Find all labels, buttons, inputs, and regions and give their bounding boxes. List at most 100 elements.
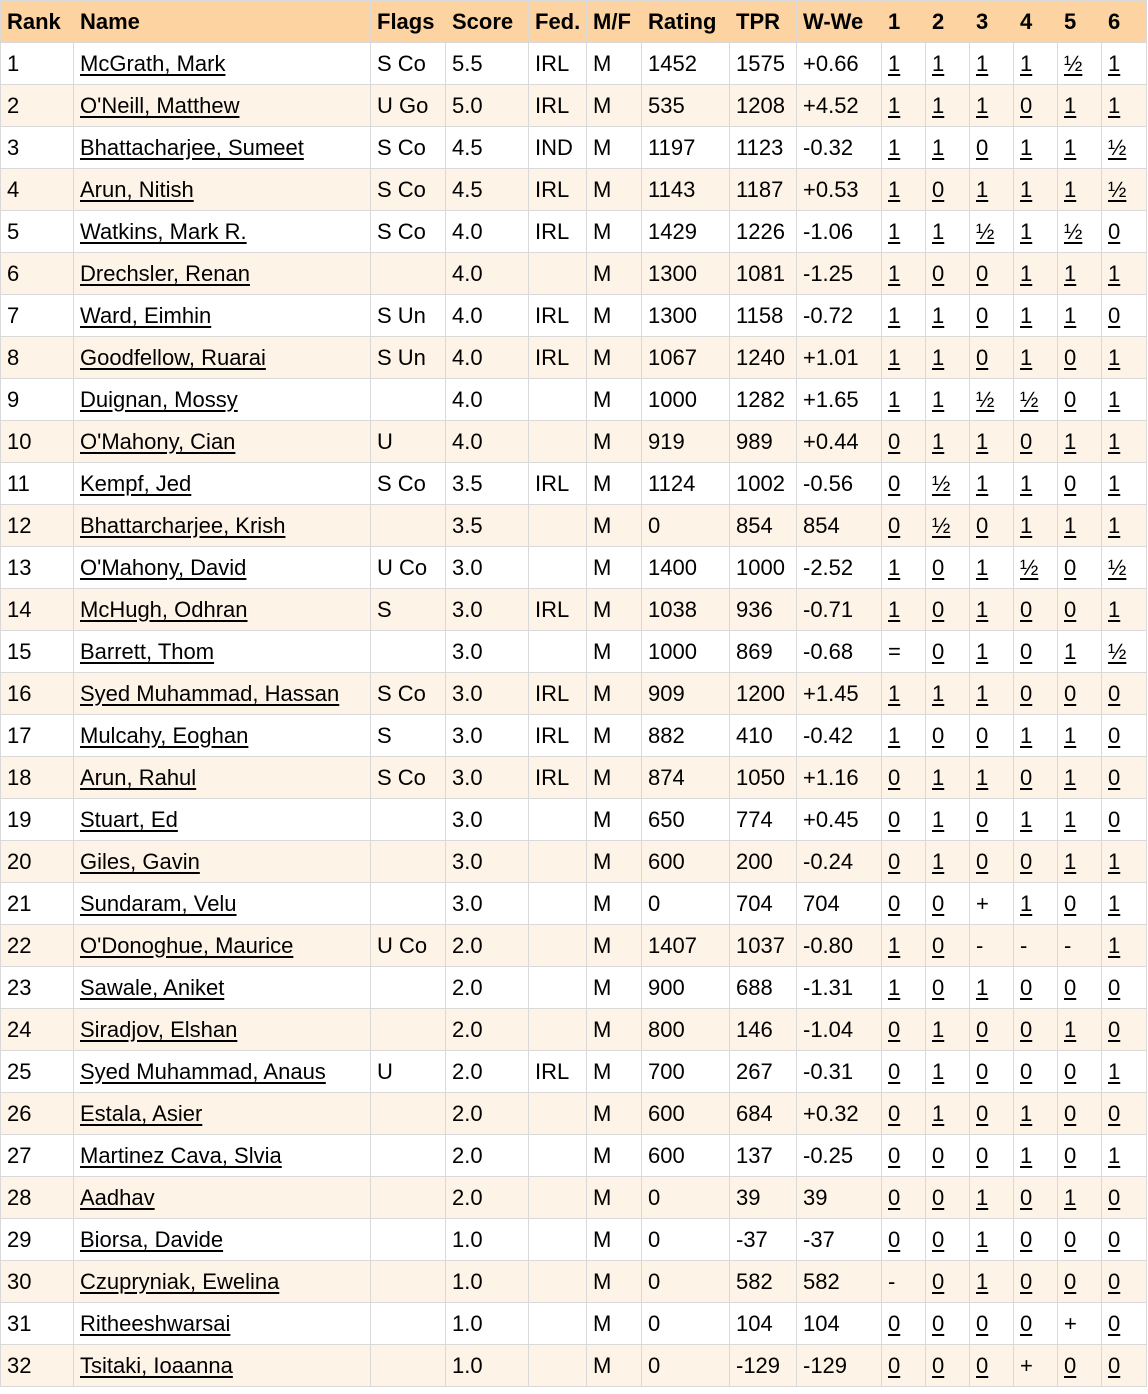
- player-name-link[interactable]: Syed Muhammad, Hassan: [80, 680, 340, 706]
- round-result-link[interactable]: 0: [1108, 302, 1121, 328]
- round-result-link[interactable]: 1: [1020, 1142, 1033, 1168]
- round-result-link[interactable]: 1: [1020, 470, 1033, 496]
- player-name-link[interactable]: Giles, Gavin: [80, 848, 200, 874]
- player-name-link[interactable]: Watkins, Mark R.: [80, 218, 247, 244]
- round-result-link[interactable]: ½: [1108, 134, 1127, 160]
- round-result-link[interactable]: 0: [1064, 890, 1077, 916]
- round-result-link[interactable]: 1: [888, 134, 901, 160]
- player-name-link[interactable]: Biorsa, Davide: [80, 1226, 224, 1252]
- round-result-link[interactable]: 0: [1108, 974, 1121, 1000]
- round-result-link[interactable]: 1: [1064, 92, 1077, 118]
- round-result-link[interactable]: 1: [1020, 344, 1033, 370]
- round-result-link[interactable]: 0: [888, 512, 901, 538]
- round-result-link[interactable]: 0: [932, 1310, 945, 1336]
- round-result-link[interactable]: ½: [1064, 218, 1083, 244]
- round-result-link[interactable]: 1: [1020, 260, 1033, 286]
- round-result-link[interactable]: 0: [976, 134, 989, 160]
- round-result-link[interactable]: 1: [888, 302, 901, 328]
- round-result-link[interactable]: 0: [888, 1058, 901, 1084]
- round-result-link[interactable]: 1: [1020, 512, 1033, 538]
- round-result-link[interactable]: 0: [1020, 1268, 1033, 1294]
- round-result-link[interactable]: 1: [888, 344, 901, 370]
- round-result-link[interactable]: 0: [888, 1142, 901, 1168]
- round-result-link[interactable]: 1: [1064, 134, 1077, 160]
- round-result-link[interactable]: 1: [932, 1016, 945, 1042]
- round-result-link[interactable]: 0: [1020, 680, 1033, 706]
- round-result-link[interactable]: 0: [976, 302, 989, 328]
- round-result-link[interactable]: 1: [1020, 1100, 1033, 1126]
- round-result-link[interactable]: 1: [1108, 470, 1121, 496]
- round-result-link[interactable]: 1: [1020, 134, 1033, 160]
- round-result-link[interactable]: 0: [1020, 1310, 1033, 1336]
- round-result-link[interactable]: 0: [932, 722, 945, 748]
- round-result-link[interactable]: 0: [888, 1352, 901, 1378]
- round-result-link[interactable]: 0: [976, 1310, 989, 1336]
- round-result-link[interactable]: 0: [888, 470, 901, 496]
- round-result-link[interactable]: 0: [932, 974, 945, 1000]
- round-result-link[interactable]: 0: [1020, 1226, 1033, 1252]
- round-result-link[interactable]: 1: [976, 92, 989, 118]
- round-result-link[interactable]: 1: [1020, 722, 1033, 748]
- round-result-link[interactable]: 1: [976, 470, 989, 496]
- round-result-link[interactable]: 0: [1020, 596, 1033, 622]
- round-result-link[interactable]: 1: [1108, 386, 1121, 412]
- round-result-link[interactable]: 1: [1064, 764, 1077, 790]
- round-result-link[interactable]: 0: [888, 428, 901, 454]
- round-result-link[interactable]: 1: [1064, 1184, 1077, 1210]
- round-result-link[interactable]: 0: [1064, 1268, 1077, 1294]
- round-result-link[interactable]: 1: [976, 554, 989, 580]
- round-result-link[interactable]: 0: [1108, 1310, 1121, 1336]
- round-result-link[interactable]: 0: [888, 1016, 901, 1042]
- round-result-link[interactable]: 1: [1064, 428, 1077, 454]
- player-name-link[interactable]: McHugh, Odhran: [80, 596, 248, 622]
- round-result-link[interactable]: 0: [932, 1352, 945, 1378]
- player-name-link[interactable]: Bhattarcharjee, Krish: [80, 512, 286, 538]
- round-result-link[interactable]: 1: [932, 1058, 945, 1084]
- round-result-link[interactable]: 1: [932, 92, 945, 118]
- round-result-link[interactable]: 0: [1108, 764, 1121, 790]
- round-result-link[interactable]: ½: [1020, 386, 1039, 412]
- player-name-link[interactable]: Mulcahy, Eoghan: [80, 722, 249, 748]
- player-name-link[interactable]: Stuart, Ed: [80, 806, 178, 832]
- round-result-link[interactable]: 0: [1064, 680, 1077, 706]
- round-result-link[interactable]: 0: [888, 848, 901, 874]
- round-result-link[interactable]: 0: [976, 848, 989, 874]
- player-name-link[interactable]: O'Donoghue, Maurice: [80, 932, 294, 958]
- round-result-link[interactable]: 1: [888, 554, 901, 580]
- round-result-link[interactable]: ½: [976, 218, 995, 244]
- round-result-link[interactable]: 1: [976, 974, 989, 1000]
- round-result-link[interactable]: 0: [976, 1016, 989, 1042]
- round-result-link[interactable]: 0: [1020, 974, 1033, 1000]
- round-result-link[interactable]: 0: [888, 1184, 901, 1210]
- round-result-link[interactable]: 0: [932, 1142, 945, 1168]
- player-name-link[interactable]: Arun, Nitish: [80, 176, 194, 202]
- round-result-link[interactable]: 1: [888, 386, 901, 412]
- round-result-link[interactable]: 0: [976, 806, 989, 832]
- round-result-link[interactable]: 1: [932, 848, 945, 874]
- round-result-link[interactable]: 1: [1064, 806, 1077, 832]
- round-result-link[interactable]: 0: [1108, 680, 1121, 706]
- round-result-link[interactable]: 0: [1108, 806, 1121, 832]
- round-result-link[interactable]: 1: [932, 50, 945, 76]
- round-result-link[interactable]: 0: [888, 1100, 901, 1126]
- round-result-link[interactable]: 0: [1108, 1226, 1121, 1252]
- round-result-link[interactable]: ½: [976, 386, 995, 412]
- round-result-link[interactable]: 0: [976, 1100, 989, 1126]
- round-result-link[interactable]: 1: [932, 386, 945, 412]
- round-result-link[interactable]: 1: [976, 596, 989, 622]
- round-result-link[interactable]: ½: [1108, 554, 1127, 580]
- round-result-link[interactable]: 1: [1064, 512, 1077, 538]
- player-name-link[interactable]: Sundaram, Velu: [80, 890, 237, 916]
- round-result-link[interactable]: 1: [932, 218, 945, 244]
- round-result-link[interactable]: 0: [1064, 554, 1077, 580]
- round-result-link[interactable]: 1: [1064, 302, 1077, 328]
- round-result-link[interactable]: 1: [1020, 302, 1033, 328]
- round-result-link[interactable]: 0: [932, 1268, 945, 1294]
- round-result-link[interactable]: 0: [1064, 1100, 1077, 1126]
- round-result-link[interactable]: 0: [1108, 1100, 1121, 1126]
- round-result-link[interactable]: 1: [932, 134, 945, 160]
- round-result-link[interactable]: 1: [976, 680, 989, 706]
- round-result-link[interactable]: 1: [1108, 344, 1121, 370]
- round-result-link[interactable]: 1: [888, 680, 901, 706]
- player-name-link[interactable]: O'Neill, Matthew: [80, 92, 240, 118]
